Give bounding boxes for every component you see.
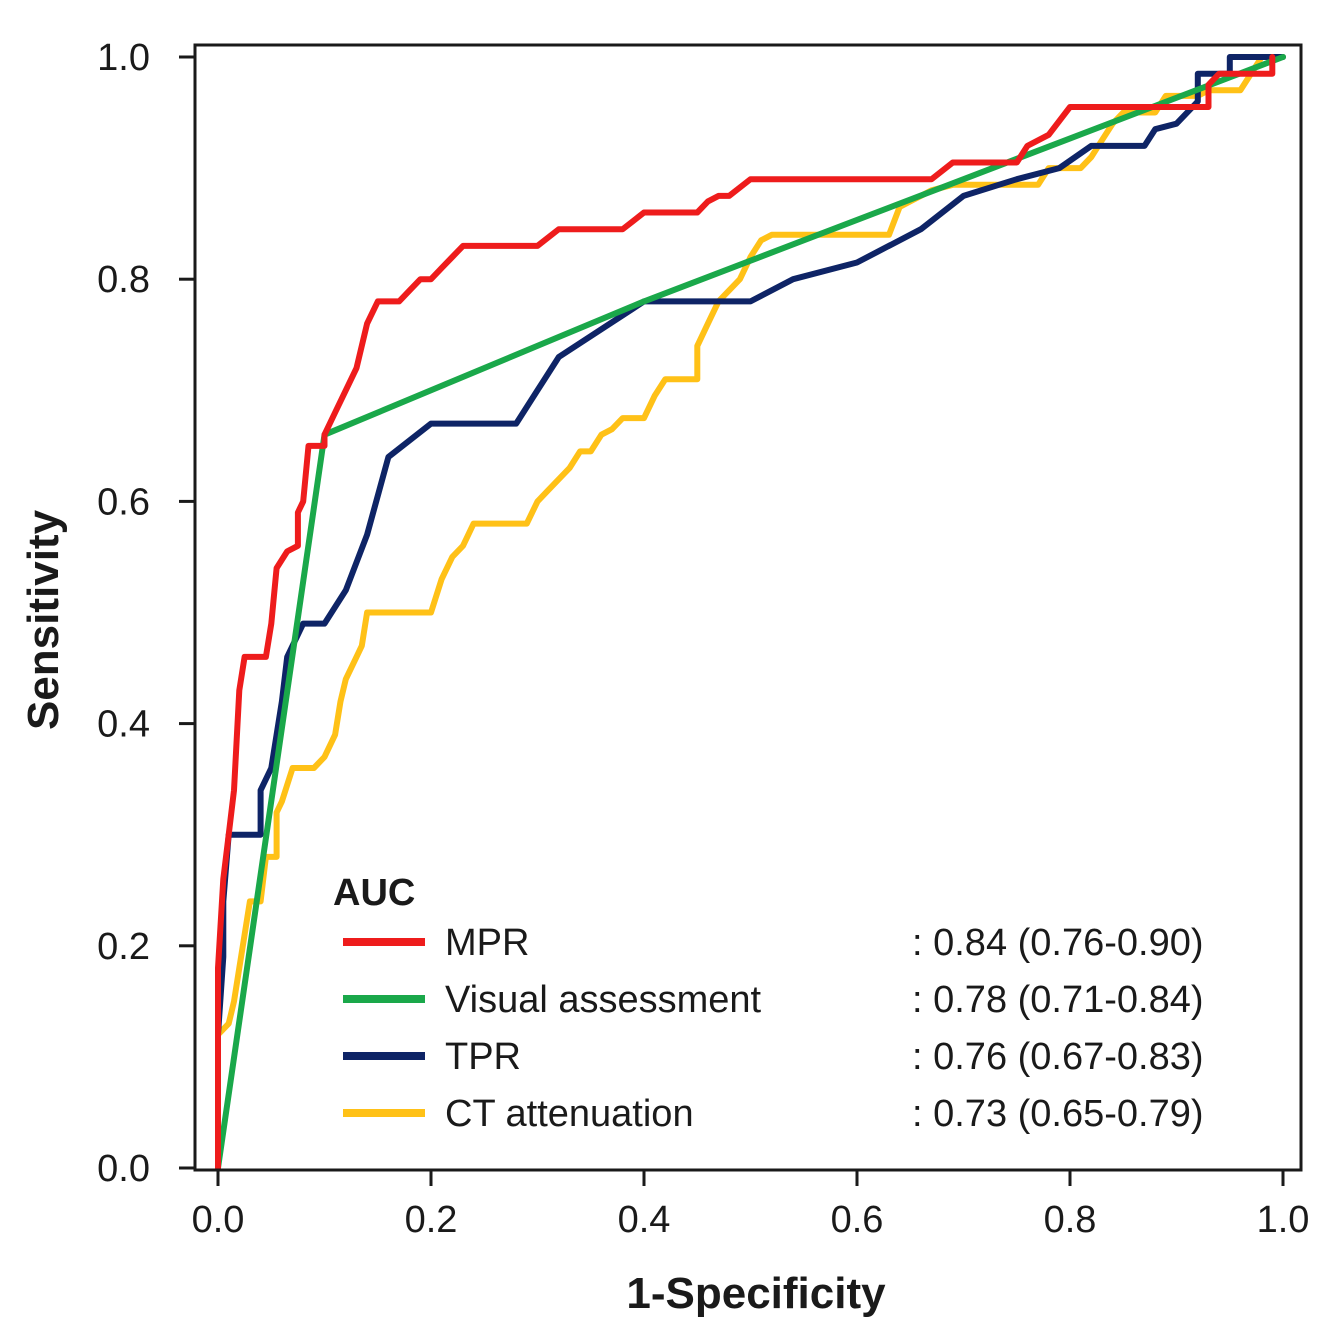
legend-label-tpr: TPR bbox=[445, 1036, 521, 1078]
y-tick-label: 0.4 bbox=[97, 704, 150, 746]
series-line-visual-assessment bbox=[215, 54, 1286, 1171]
legend-label-ct-attenuation: CT attenuation bbox=[445, 1093, 694, 1135]
y-tick-label: 0.0 bbox=[97, 1148, 150, 1190]
y-axis-title: Sensitivity bbox=[19, 509, 68, 730]
legend-auc-visual-assessment: : 0.78 (0.71-0.84) bbox=[912, 979, 1204, 1021]
x-axis-title: 1-Specificity bbox=[626, 1269, 886, 1318]
series-line-tpr bbox=[215, 54, 1286, 1038]
y-tick-label: 1.0 bbox=[97, 37, 150, 79]
x-tick-label: 0.4 bbox=[618, 1199, 671, 1241]
legend-title: AUC bbox=[333, 872, 415, 914]
legend-auc-mpr: : 0.84 (0.76-0.90) bbox=[912, 922, 1204, 964]
plot-frame bbox=[193, 43, 1303, 1172]
x-tick-label: 0.2 bbox=[405, 1199, 458, 1241]
legend-label-visual-assessment: Visual assessment bbox=[445, 979, 762, 1021]
y-tick-label: 0.8 bbox=[97, 259, 150, 301]
x-tick-label: 0.6 bbox=[831, 1199, 884, 1241]
series-line-ct-attenuation bbox=[215, 54, 1286, 1171]
legend-label-mpr: MPR bbox=[445, 922, 529, 964]
x-tick-label: 1.0 bbox=[1257, 1199, 1310, 1241]
legend-auc-ct-attenuation: : 0.73 (0.65-0.79) bbox=[912, 1093, 1204, 1135]
y-tick-label: 0.6 bbox=[97, 481, 150, 523]
roc-curves bbox=[215, 54, 1286, 1171]
series-line-mpr bbox=[215, 54, 1276, 1171]
x-tick-label: 0.0 bbox=[192, 1199, 245, 1241]
legend-auc-tpr: : 0.76 (0.67-0.83) bbox=[912, 1036, 1204, 1078]
y-axis: 0.0 0.2 0.4 0.6 0.8 1.0 bbox=[97, 37, 195, 1190]
legend: AUC MPR : 0.84 (0.76-0.90) Visual assessme… bbox=[333, 872, 1204, 1135]
y-tick-label: 0.2 bbox=[97, 926, 150, 968]
x-axis: 0.0 0.2 0.4 0.6 0.8 1.0 bbox=[192, 1170, 1310, 1241]
legend-entries: MPR : 0.84 (0.76-0.90) Visual assessment : … bbox=[343, 922, 1204, 1135]
x-tick-label: 0.8 bbox=[1044, 1199, 1097, 1241]
